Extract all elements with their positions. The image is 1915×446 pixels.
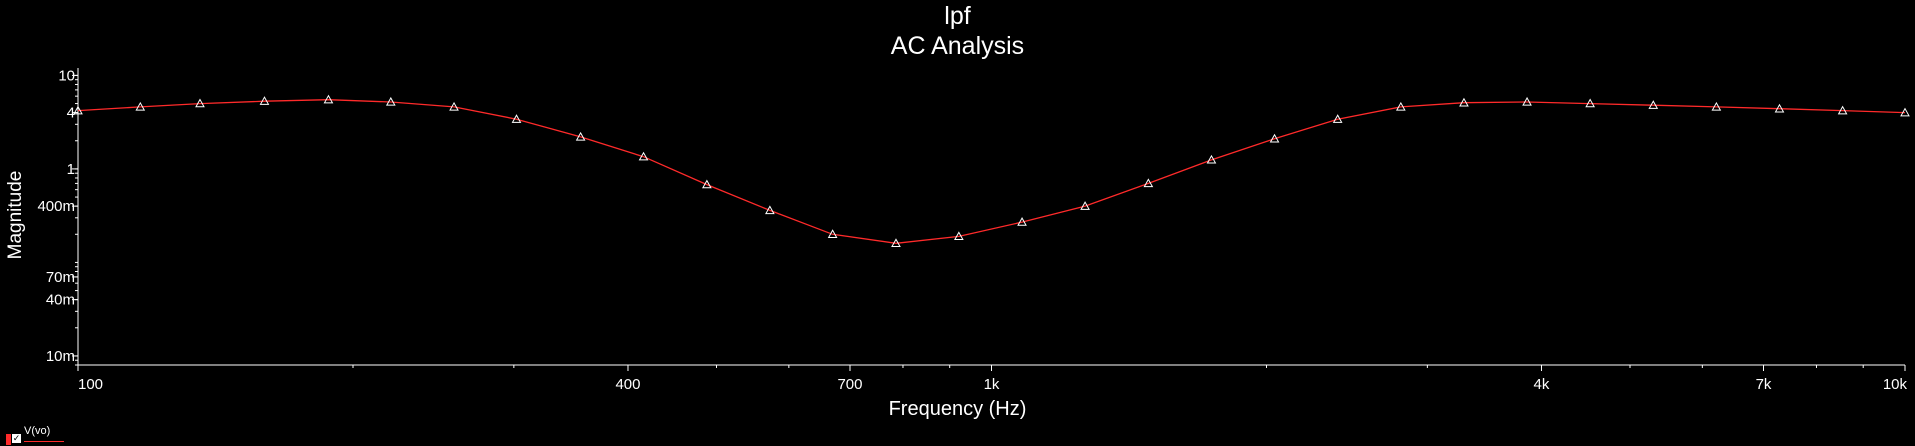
data-point-marker [449,101,459,111]
x-tick-label: 10k [1883,376,1908,393]
data-point-marker [638,151,649,161]
legend: ✓ V(vo) [4,425,64,445]
y-tick-label: 40m [46,292,75,309]
legend-color-swatch [6,434,11,445]
data-point-marker [1143,178,1154,188]
data-point-marker [891,238,901,248]
data-point-marker [1522,96,1532,106]
y-tick-label: 400m [37,198,75,215]
data-point-marker [1206,154,1217,164]
x-tick-label: 700 [837,376,862,393]
y-tick-label: 4 [67,105,75,122]
legend-series-name: V(vo) [24,425,51,437]
chart-title: lpf [944,2,971,30]
y-tick-label: 10 [58,67,75,84]
data-point-marker [1395,101,1406,111]
data-point-marker [1017,217,1027,226]
data-point-marker [135,101,146,111]
x-tick-label: 7k [1756,376,1772,393]
x-tick-label: 100 [78,376,103,393]
legend-series-line [24,441,64,442]
y-tick-label: 1 [67,161,75,178]
data-point-marker [1080,201,1090,210]
data-point-marker [702,179,712,189]
x-axis-label: Frequency (Hz) [888,398,1027,420]
data-point-marker [1585,98,1595,108]
data-point-marker [1711,101,1722,111]
y-tick-label: 70m [46,269,75,286]
data-point-marker [323,94,334,104]
x-tick-label: 4k [1534,376,1550,393]
data-point-marker [827,229,838,238]
data-point-marker [1459,97,1469,107]
data-point-marker [195,98,205,108]
data-point-marker [1900,107,1910,117]
data-point-marker [1648,100,1659,109]
data-point-marker [73,105,83,115]
legend-checkbox[interactable]: ✓ [12,433,21,443]
data-point-marker [1332,114,1343,123]
data-point-marker [765,205,775,215]
y-axis-label: Magnitude [5,170,26,260]
data-point-marker [954,231,964,241]
series-line [77,99,1906,244]
data-point-marker [1269,133,1280,143]
data-point-marker [511,114,522,123]
data-point-marker [385,96,396,106]
x-tick-label: 1k [984,376,1000,393]
x-tick-label: 400 [615,376,640,393]
data-point-marker [1774,103,1785,113]
data-point-marker [575,131,586,141]
chart-subtitle: AC Analysis [890,32,1025,60]
data-point-marker [259,96,270,105]
y-tick-label: 10m [46,348,75,365]
data-point-marker [1837,105,1848,115]
